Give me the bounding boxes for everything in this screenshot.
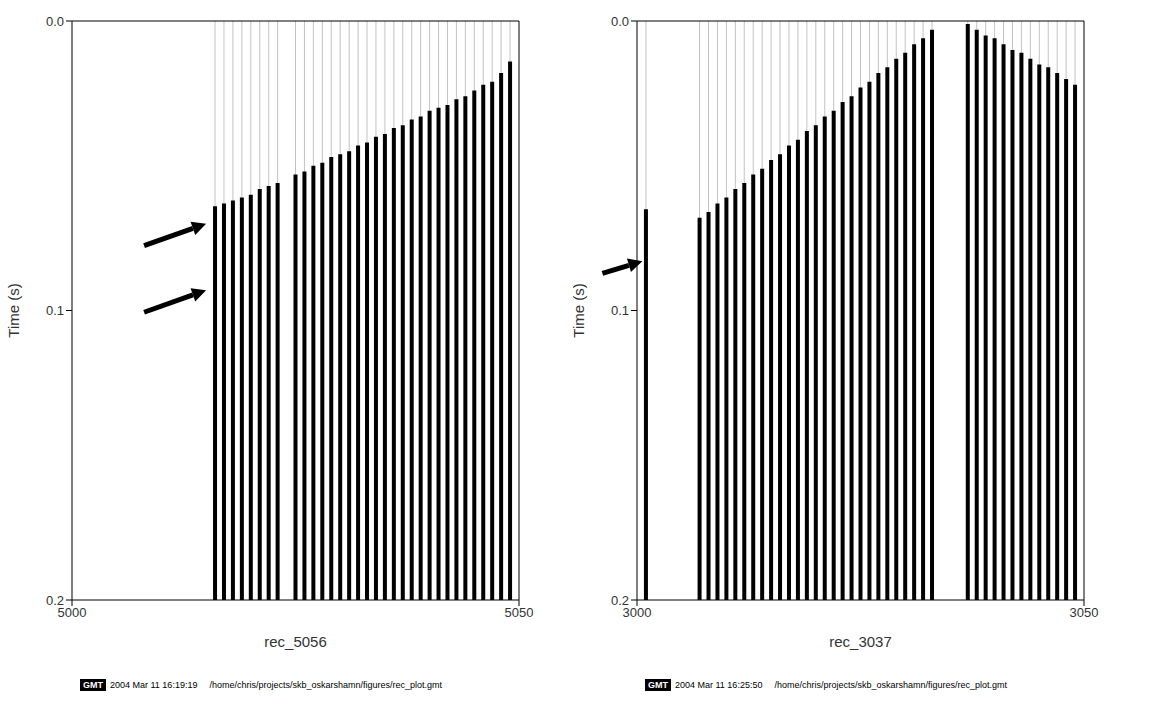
svg-text:3000: 3000 (622, 605, 652, 621)
svg-text:rec_3037: rec_3037 (829, 633, 892, 650)
svg-text:0.2: 0.2 (46, 593, 64, 608)
html-text:/home/chris/projects/skb_oskar: /home/chris/projects/skb_oskarshamn/figu… (209, 680, 442, 690)
svg-text:0.0: 0.0 (46, 14, 64, 29)
svg-text:3050: 3050 (1070, 605, 1099, 620)
html-text:GMT: GMT (83, 680, 103, 690)
svg-text:5000: 5000 (57, 605, 87, 621)
html-text:/home/chris/projects/skb_oskar: /home/chris/projects/skb_oskarshamn/figu… (774, 680, 1007, 690)
svg-text:0.2: 0.2 (611, 593, 629, 608)
html-text:GMT: GMT (648, 680, 668, 690)
svg-text:Time (s): Time (s) (5, 283, 22, 337)
svg-text:0.0: 0.0 (611, 14, 629, 29)
svg-text:5050: 5050 (505, 605, 534, 620)
svg-text:Time (s): Time (s) (570, 283, 587, 337)
html-text:2004 Mar 11 16:19:19: 2004 Mar 11 16:19:19 (110, 680, 198, 690)
svg-text:0.1: 0.1 (611, 303, 629, 318)
html-text:2004 Mar 11 16:25:50: 2004 Mar 11 16:25:50 (675, 680, 763, 690)
svg-text:rec_5056: rec_5056 (264, 633, 327, 650)
svg-text:0.1: 0.1 (46, 303, 64, 318)
